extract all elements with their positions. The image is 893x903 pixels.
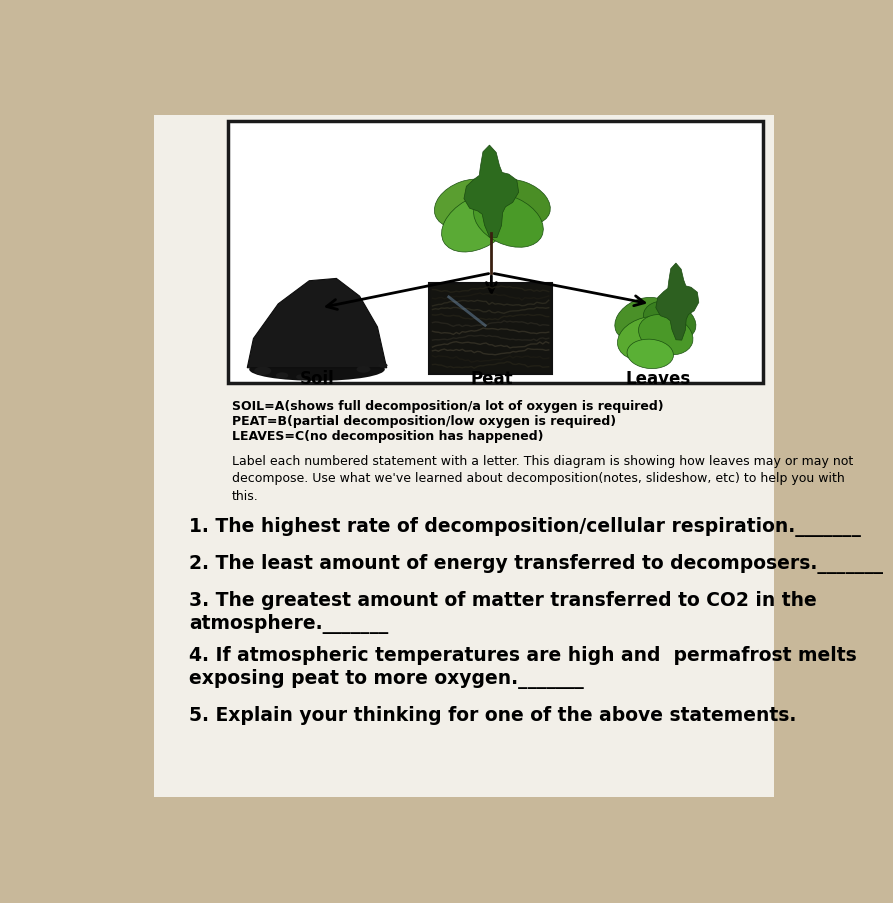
Bar (228, 122, 763, 384)
Ellipse shape (638, 315, 693, 356)
Ellipse shape (617, 317, 679, 361)
Text: 3. The greatest amount of matter transferred to CO2 in the
atmosphere._______: 3. The greatest amount of matter transfe… (189, 590, 817, 633)
Ellipse shape (434, 180, 502, 229)
Ellipse shape (643, 302, 696, 341)
Ellipse shape (441, 195, 513, 253)
Ellipse shape (627, 340, 673, 369)
Ellipse shape (614, 298, 670, 341)
Polygon shape (464, 146, 519, 238)
Polygon shape (655, 264, 699, 340)
Text: LEAVES=C(no decomposition has happened): LEAVES=C(no decomposition has happened) (232, 430, 543, 442)
Ellipse shape (276, 373, 288, 379)
Text: Leaves: Leaves (625, 370, 690, 388)
Ellipse shape (379, 364, 388, 368)
Text: PEAT=B(partial decomposition/low oxygen is required): PEAT=B(partial decomposition/low oxygen … (232, 414, 616, 427)
Text: 4. If atmospheric temperatures are high and  permafrost melts
exposing peat to m: 4. If atmospheric temperatures are high … (189, 646, 857, 689)
Ellipse shape (249, 358, 385, 381)
Text: Peat: Peat (470, 370, 513, 388)
Ellipse shape (296, 375, 307, 380)
Ellipse shape (356, 367, 371, 373)
Text: 1. The highest rate of decomposition/cellular respiration._______: 1. The highest rate of decomposition/cel… (189, 516, 861, 536)
Text: SOIL=A(shows full decomposition/a lot of oxygen is required): SOIL=A(shows full decomposition/a lot of… (232, 399, 663, 412)
FancyBboxPatch shape (154, 116, 774, 796)
Text: Soil: Soil (300, 370, 334, 388)
Ellipse shape (473, 195, 543, 248)
Text: Label each numbered statement with a letter. This diagram is showing how leaves : Label each numbered statement with a let… (232, 454, 853, 502)
Ellipse shape (487, 181, 550, 226)
Polygon shape (247, 279, 387, 368)
Text: 5. Explain your thinking for one of the above statements.: 5. Explain your thinking for one of the … (189, 705, 797, 724)
Bar (430, 284, 552, 375)
Text: 2. The least amount of energy transferred to decomposers._______: 2. The least amount of energy transferre… (189, 553, 883, 573)
Ellipse shape (255, 368, 271, 376)
